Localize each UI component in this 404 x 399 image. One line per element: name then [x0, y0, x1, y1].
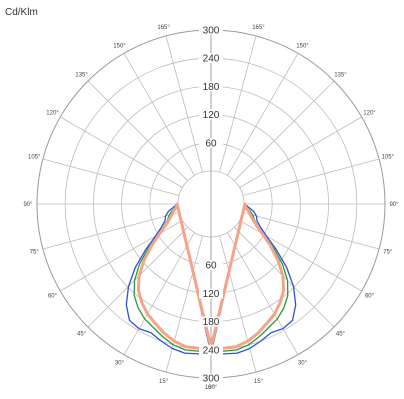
- angle-label-45: 45°: [77, 331, 87, 337]
- angle-label-30: 30°: [115, 361, 125, 367]
- angle-label-105: 105°: [28, 155, 41, 161]
- radial-label-bg: [199, 316, 223, 327]
- radial-label-bg: [199, 288, 223, 299]
- angle-label-60: 60°: [365, 294, 375, 300]
- angle-label-75: 75°: [383, 249, 393, 255]
- angle-label-0: 0°: [208, 385, 214, 391]
- radial-label-bg: [199, 137, 223, 148]
- unit-label: Cd/Klm: [5, 7, 38, 18]
- spoke-line: [219, 35, 257, 173]
- angle-label-15: 15°: [159, 379, 169, 385]
- radial-label-bg: [199, 25, 223, 35]
- angle-label-75: 75°: [30, 249, 40, 255]
- spoke-line: [239, 116, 362, 188]
- angle-label-120: 120°: [363, 111, 376, 117]
- angle-label-165: 165°: [157, 25, 170, 31]
- spoke-line: [123, 53, 195, 176]
- radial-label-lower: 300: [203, 374, 220, 385]
- angle-label-180: 180°: [205, 385, 218, 391]
- angle-label-90: 90°: [389, 202, 399, 208]
- radial-label-upper: 240: [203, 54, 220, 65]
- radial-label-lower: 60: [205, 261, 217, 272]
- angle-label-150: 150°: [296, 44, 309, 50]
- angle-label-165: 165°: [252, 25, 265, 31]
- radial-label-lower: 120: [203, 289, 220, 300]
- radial-label-upper: 300: [203, 26, 220, 37]
- radial-label-upper: 60: [205, 138, 217, 149]
- spoke-line: [165, 235, 203, 373]
- angle-label-90: 90°: [23, 202, 33, 208]
- spoke-line: [87, 80, 188, 181]
- spoke-line: [42, 212, 180, 250]
- radial-label-upper: 120: [203, 110, 220, 121]
- radial-label-bg: [199, 53, 223, 64]
- spoke-line: [42, 158, 180, 196]
- spoke-line: [60, 116, 183, 188]
- angle-label-30: 30°: [298, 361, 308, 367]
- angle-label-45: 45°: [336, 331, 346, 337]
- angle-label-120: 120°: [46, 111, 59, 117]
- spoke-line: [123, 232, 195, 355]
- angle-label-15: 15°: [254, 379, 264, 385]
- radial-label-bg: [199, 344, 223, 355]
- spoke-line: [219, 235, 257, 373]
- radial-label-bg: [199, 81, 223, 92]
- angle-label-150: 150°: [113, 44, 126, 50]
- angle-label-60: 60°: [48, 294, 58, 300]
- spoke-line: [242, 158, 380, 196]
- radial-label-upper: 180: [203, 82, 220, 93]
- radial-label-bg: [199, 109, 223, 120]
- angle-label-135: 135°: [75, 73, 88, 79]
- radial-label-lower: 240: [203, 345, 220, 356]
- radial-label-bg: [199, 373, 223, 383]
- spoke-line: [165, 35, 203, 173]
- spoke-line: [227, 53, 299, 176]
- spoke-line: [242, 212, 380, 250]
- spoke-line: [234, 80, 335, 181]
- spoke-line: [227, 232, 299, 355]
- angle-label-105: 105°: [382, 155, 395, 161]
- angle-label-135: 135°: [334, 73, 347, 79]
- radial-label-bg: [199, 260, 223, 271]
- radial-label-lower: 180: [203, 317, 220, 328]
